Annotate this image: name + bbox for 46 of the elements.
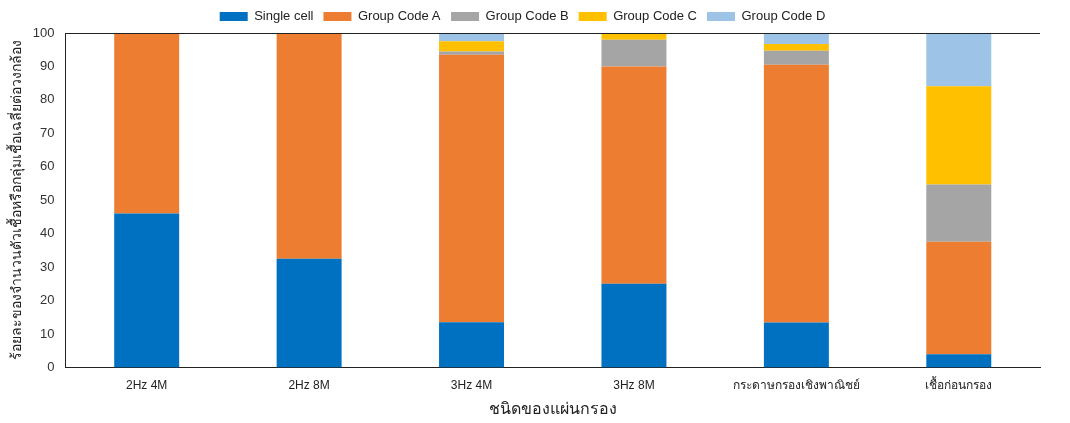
x-axis-title: ชนิดของแผ่นกรอง: [488, 399, 617, 417]
y-tick-label: 90: [40, 58, 55, 74]
bar: [601, 283, 667, 368]
bar: [763, 33, 829, 45]
bar: [276, 258, 342, 368]
y-tick-label: 40: [40, 225, 55, 241]
legend-label: Group Code C: [613, 8, 697, 24]
y-tick-label: 20: [40, 292, 55, 308]
bar: [926, 241, 992, 355]
legend-label: Group Code A: [357, 8, 441, 24]
y-tick-label: 70: [40, 124, 55, 140]
legend-label: Group Code D: [741, 8, 826, 24]
legend-label: Group Code B: [485, 8, 569, 24]
y-tick-label: 50: [40, 191, 55, 207]
x-tick-label: 3Hz 8M: [613, 377, 655, 392]
bar: [114, 33, 180, 214]
bar: [439, 41, 505, 52]
x-tick-label: 3Hz 4M: [450, 377, 493, 392]
y-tick-label: 60: [40, 158, 55, 174]
bar: [926, 86, 992, 185]
bar: [763, 44, 829, 51]
x-tick-label: 2Hz 8M: [288, 377, 330, 392]
x-tick-label: 2Hz 4M: [126, 377, 168, 392]
bar: [601, 66, 667, 284]
bar: [601, 39, 667, 67]
y-axis-title: ร้อยละของจำนวนตัวเชื้อหรือกลุ่มเชื้อเฉลี่ยต่อวงกล้อง: [6, 40, 26, 361]
bar: [763, 50, 829, 65]
bar: [114, 213, 180, 368]
y-tick-label: 30: [40, 258, 55, 274]
y-tick-label: 100: [32, 24, 55, 40]
bar: [276, 33, 342, 259]
bar: [439, 51, 505, 55]
bar: [601, 33, 667, 40]
bar: [439, 322, 505, 368]
bar: [926, 184, 992, 242]
bar: [763, 64, 829, 323]
x-tick-label: เชื้อก่อนกรอง: [925, 375, 993, 392]
legend-label: Single cell: [254, 8, 314, 24]
bar: [763, 322, 829, 368]
x-tick-label: กระดาษกรองเชิงพาณิชย์: [732, 377, 860, 392]
y-tick-label: 80: [40, 91, 55, 107]
bar: [926, 33, 992, 87]
y-tick-label: 10: [40, 325, 55, 341]
bar: [439, 54, 505, 323]
y-tick-label: 0: [47, 358, 55, 374]
bar: [926, 354, 992, 368]
